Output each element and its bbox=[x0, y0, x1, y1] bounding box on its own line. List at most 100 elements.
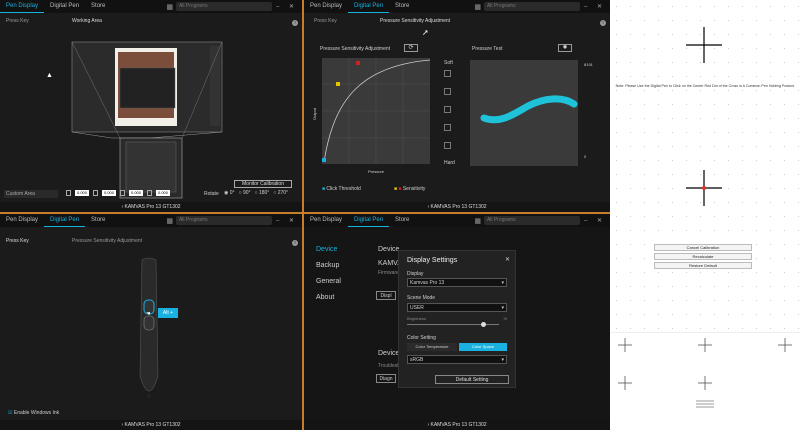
grid-dot bbox=[616, 104, 617, 105]
mini-button-2[interactable] bbox=[696, 403, 714, 405]
preset-curve-1[interactable] bbox=[444, 70, 451, 77]
monitor-calibration-button[interactable]: Monitor Calibration bbox=[234, 180, 292, 188]
tab-store[interactable]: Store bbox=[395, 3, 410, 9]
preset-curve-5[interactable] bbox=[444, 142, 451, 149]
coord-y2[interactable]: 0.000 bbox=[156, 190, 170, 196]
enable-windows-ink-checkbox[interactable]: ☑ Enable Windows Ink bbox=[8, 410, 60, 416]
clear-icon[interactable]: ✹ bbox=[558, 44, 572, 52]
grid-dot bbox=[644, 62, 645, 63]
rotate-90[interactable]: ○ 90° bbox=[238, 190, 251, 196]
sidebar-item-backup[interactable]: Backup bbox=[316, 262, 340, 269]
sidebar-item-general[interactable]: General bbox=[316, 278, 341, 285]
rotate-180[interactable]: ○ 180° bbox=[254, 190, 270, 196]
grid-icon[interactable]: ▦ bbox=[474, 217, 481, 225]
preset-curve-4[interactable] bbox=[444, 124, 451, 131]
device-bar[interactable]: › KAMVAS Pro 13 GT1302 bbox=[304, 202, 610, 212]
search-input[interactable]: All Programs bbox=[483, 2, 580, 11]
cancel-calibration-button[interactable]: Cancel Calibration bbox=[654, 244, 752, 251]
crosshair-target-active[interactable] bbox=[686, 170, 722, 206]
tab-digital-pen[interactable]: Digital Pen bbox=[44, 214, 86, 227]
working-area-tab[interactable]: Working Area bbox=[72, 18, 102, 24]
legend-sensitivity: ■ ■ Sensitivity bbox=[394, 186, 426, 192]
slider-handle[interactable] bbox=[481, 322, 486, 327]
grid-dot bbox=[742, 188, 743, 189]
grid-dot bbox=[714, 314, 715, 315]
preset-curve-3[interactable] bbox=[444, 106, 451, 113]
coord-x2[interactable]: 0.000 bbox=[129, 190, 143, 196]
tab-store[interactable]: Store bbox=[91, 217, 106, 223]
recalculate-button[interactable]: Recalculate bbox=[654, 253, 752, 260]
grid-dot bbox=[756, 230, 757, 231]
pressure-adjust-tab[interactable]: Pressure Sensitivity Adjustment bbox=[380, 18, 451, 24]
grid-dot bbox=[742, 132, 743, 133]
tab-pen-display[interactable]: Pen Display bbox=[0, 0, 45, 13]
tab-store[interactable]: Store bbox=[91, 3, 106, 9]
search-input[interactable]: All Programs bbox=[175, 216, 272, 225]
window-controls[interactable]: – ✕ bbox=[583, 218, 606, 224]
coord-y1[interactable]: 0.000 bbox=[102, 190, 116, 196]
help-icon[interactable]: ? bbox=[292, 240, 298, 246]
device-bar[interactable]: › KAMVAS Pro 13 GT1302 bbox=[0, 420, 302, 430]
grid-dot bbox=[616, 258, 617, 259]
device-bar[interactable]: › KAMVAS Pro 13 GT1302 bbox=[304, 420, 610, 430]
coord-x1[interactable]: 0.000 bbox=[75, 190, 89, 196]
scene-mode-select[interactable]: USER ▾ bbox=[407, 303, 507, 312]
preset-curve-2[interactable] bbox=[444, 88, 451, 95]
grid-icon[interactable]: ▦ bbox=[474, 3, 481, 11]
pressure-test-canvas[interactable] bbox=[470, 60, 578, 166]
mini-button-1[interactable] bbox=[696, 400, 714, 402]
help-icon[interactable]: ? bbox=[292, 20, 298, 26]
sidebar-item-device[interactable]: Device bbox=[316, 246, 338, 253]
tab-pen-display[interactable]: Pen Display bbox=[310, 217, 343, 223]
color-space-tab[interactable]: Color Space bbox=[459, 343, 507, 351]
grid-dot bbox=[756, 104, 757, 105]
custom-area-select[interactable]: Custom Area bbox=[4, 190, 58, 198]
pressure-test-title: Pressure Test bbox=[472, 46, 503, 52]
color-temperature-tab[interactable]: Color Temperature bbox=[407, 343, 457, 351]
mini-button-3[interactable] bbox=[696, 406, 714, 408]
display-select[interactable]: Kamvas Pro 13 ▾ bbox=[407, 278, 507, 287]
search-input[interactable]: All Programs bbox=[175, 2, 272, 11]
diagnostics-button[interactable]: Diagn bbox=[376, 374, 396, 383]
rotate-0[interactable]: ◉ 0° bbox=[224, 190, 235, 196]
close-icon[interactable]: ✕ bbox=[504, 257, 510, 263]
grid-dot bbox=[658, 174, 659, 175]
tab-digital-pen[interactable]: Digital Pen bbox=[50, 3, 80, 9]
window-controls[interactable]: – ✕ bbox=[275, 4, 298, 10]
device-bar[interactable]: › KAMVAS Pro 13 GT1302 bbox=[0, 202, 302, 212]
tab-pen-display[interactable]: Pen Display bbox=[6, 217, 39, 223]
brightness-slider[interactable] bbox=[407, 322, 499, 327]
search-input[interactable]: All Programs bbox=[483, 216, 580, 225]
grid-dot bbox=[784, 6, 785, 7]
color-space-select[interactable]: sRGB ▾ bbox=[407, 355, 507, 364]
press-key-tab[interactable]: Press Key bbox=[6, 238, 29, 244]
grid-dot bbox=[658, 6, 659, 7]
crosshair-target-1[interactable] bbox=[686, 27, 722, 63]
grid-icon[interactable]: ▦ bbox=[166, 3, 173, 11]
display-button[interactable]: Displ bbox=[376, 291, 396, 300]
grid-dot bbox=[686, 202, 687, 203]
press-key-tab[interactable]: Press Key bbox=[6, 18, 29, 24]
tab-store[interactable]: Store bbox=[395, 217, 410, 223]
grid-dot bbox=[658, 216, 659, 217]
pressure-curve[interactable] bbox=[322, 58, 434, 166]
rotate-270[interactable]: ○ 270° bbox=[273, 190, 289, 196]
grid-dot bbox=[630, 20, 631, 21]
grid-icon[interactable]: ▦ bbox=[166, 217, 173, 225]
restore-default-button[interactable]: Restore Default bbox=[654, 262, 752, 269]
key-binding-button[interactable]: Alt + bbox=[158, 308, 178, 318]
window-controls[interactable]: – ✕ bbox=[583, 4, 606, 10]
grid-dot bbox=[616, 286, 617, 287]
sidebar-item-about[interactable]: About bbox=[316, 294, 335, 301]
grid-dot bbox=[756, 286, 757, 287]
refresh-icon[interactable]: ⟳ bbox=[404, 44, 418, 52]
pressure-adjust-tab[interactable]: Pressure Sensitivity Adjustment bbox=[72, 238, 143, 244]
grid-dot bbox=[672, 286, 673, 287]
tab-digital-pen[interactable]: Digital Pen bbox=[348, 0, 390, 13]
help-icon[interactable]: ? bbox=[600, 20, 606, 26]
default-setting-button[interactable]: Default Setting bbox=[435, 375, 509, 384]
press-key-tab[interactable]: Press Key bbox=[314, 18, 337, 24]
tab-pen-display[interactable]: Pen Display bbox=[310, 3, 343, 9]
tab-digital-pen[interactable]: Digital Pen bbox=[348, 214, 390, 227]
window-controls[interactable]: – ✕ bbox=[275, 218, 298, 224]
